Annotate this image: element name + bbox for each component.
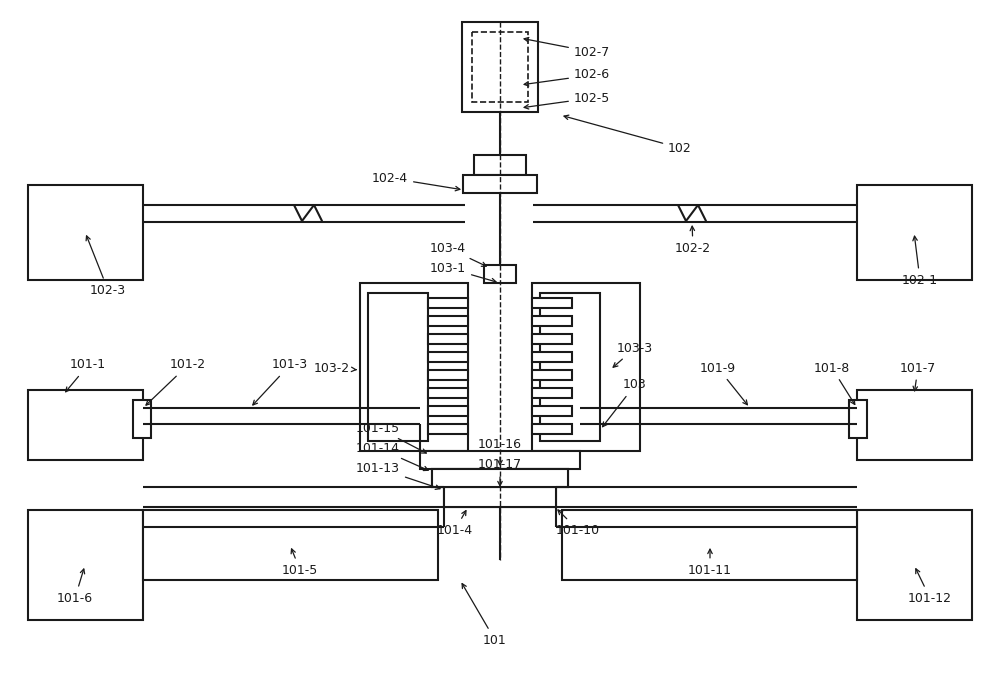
Text: 101-8: 101-8 <box>814 361 855 404</box>
Text: 101: 101 <box>462 584 507 647</box>
Bar <box>532 316 572 326</box>
Bar <box>562 510 857 580</box>
Text: 102-2: 102-2 <box>675 226 711 255</box>
Text: 101-6: 101-6 <box>57 569 93 605</box>
Bar <box>428 316 468 326</box>
Bar <box>474 155 526 175</box>
Text: 101-17: 101-17 <box>478 459 522 486</box>
Text: 101-3: 101-3 <box>253 358 308 405</box>
Text: 102-1: 102-1 <box>902 236 938 287</box>
Bar <box>532 388 572 398</box>
Bar <box>472 32 528 102</box>
Text: 101-5: 101-5 <box>282 549 318 576</box>
Bar <box>133 400 151 438</box>
Bar <box>532 424 572 434</box>
Text: 102: 102 <box>564 115 692 155</box>
Bar <box>532 298 572 308</box>
Text: 101-10: 101-10 <box>556 510 600 537</box>
Text: 102-6: 102-6 <box>524 68 610 86</box>
Bar <box>532 406 572 416</box>
Bar <box>428 352 468 362</box>
Text: 101-2: 101-2 <box>146 358 206 405</box>
Bar <box>857 185 972 280</box>
Bar <box>532 370 572 380</box>
Text: 102-3: 102-3 <box>86 236 126 296</box>
Bar <box>463 175 537 193</box>
Bar <box>484 265 516 283</box>
Bar <box>432 469 568 487</box>
Bar <box>428 388 468 398</box>
Text: 101-9: 101-9 <box>700 361 747 405</box>
Bar <box>420 451 580 469</box>
Bar <box>360 283 468 451</box>
Text: 103-3: 103-3 <box>613 342 653 367</box>
Bar <box>428 334 468 344</box>
Bar <box>368 293 428 441</box>
Bar <box>444 487 556 507</box>
Bar <box>857 510 972 620</box>
Text: 102-4: 102-4 <box>372 171 460 191</box>
Bar <box>428 406 468 416</box>
Bar <box>857 390 972 460</box>
Text: 101-14: 101-14 <box>356 441 428 470</box>
Text: 102-5: 102-5 <box>524 91 610 109</box>
Text: 101-7: 101-7 <box>900 361 936 391</box>
Text: 101-16: 101-16 <box>478 438 522 465</box>
Text: 101-15: 101-15 <box>356 422 426 453</box>
Bar <box>428 424 468 434</box>
Bar <box>540 293 600 441</box>
Text: 102-7: 102-7 <box>524 38 610 58</box>
Text: 101-11: 101-11 <box>688 549 732 576</box>
Text: 101-1: 101-1 <box>66 358 106 392</box>
Bar <box>428 370 468 380</box>
Bar <box>462 22 538 112</box>
Text: 103-4: 103-4 <box>430 242 486 267</box>
Bar <box>532 283 640 451</box>
Bar <box>28 510 143 620</box>
Text: 101-12: 101-12 <box>908 569 952 605</box>
Bar <box>532 334 572 344</box>
Bar <box>28 390 143 460</box>
Text: 103: 103 <box>603 379 647 427</box>
Bar <box>532 352 572 362</box>
Text: 103-1: 103-1 <box>430 262 496 283</box>
Bar <box>849 400 867 438</box>
Bar <box>143 510 438 580</box>
Text: 101-13: 101-13 <box>356 461 440 489</box>
Bar <box>432 469 568 487</box>
Bar <box>28 185 143 280</box>
Bar <box>428 298 468 308</box>
Text: 101-4: 101-4 <box>437 511 473 537</box>
Bar <box>444 487 556 507</box>
Text: 103-2: 103-2 <box>314 361 356 374</box>
